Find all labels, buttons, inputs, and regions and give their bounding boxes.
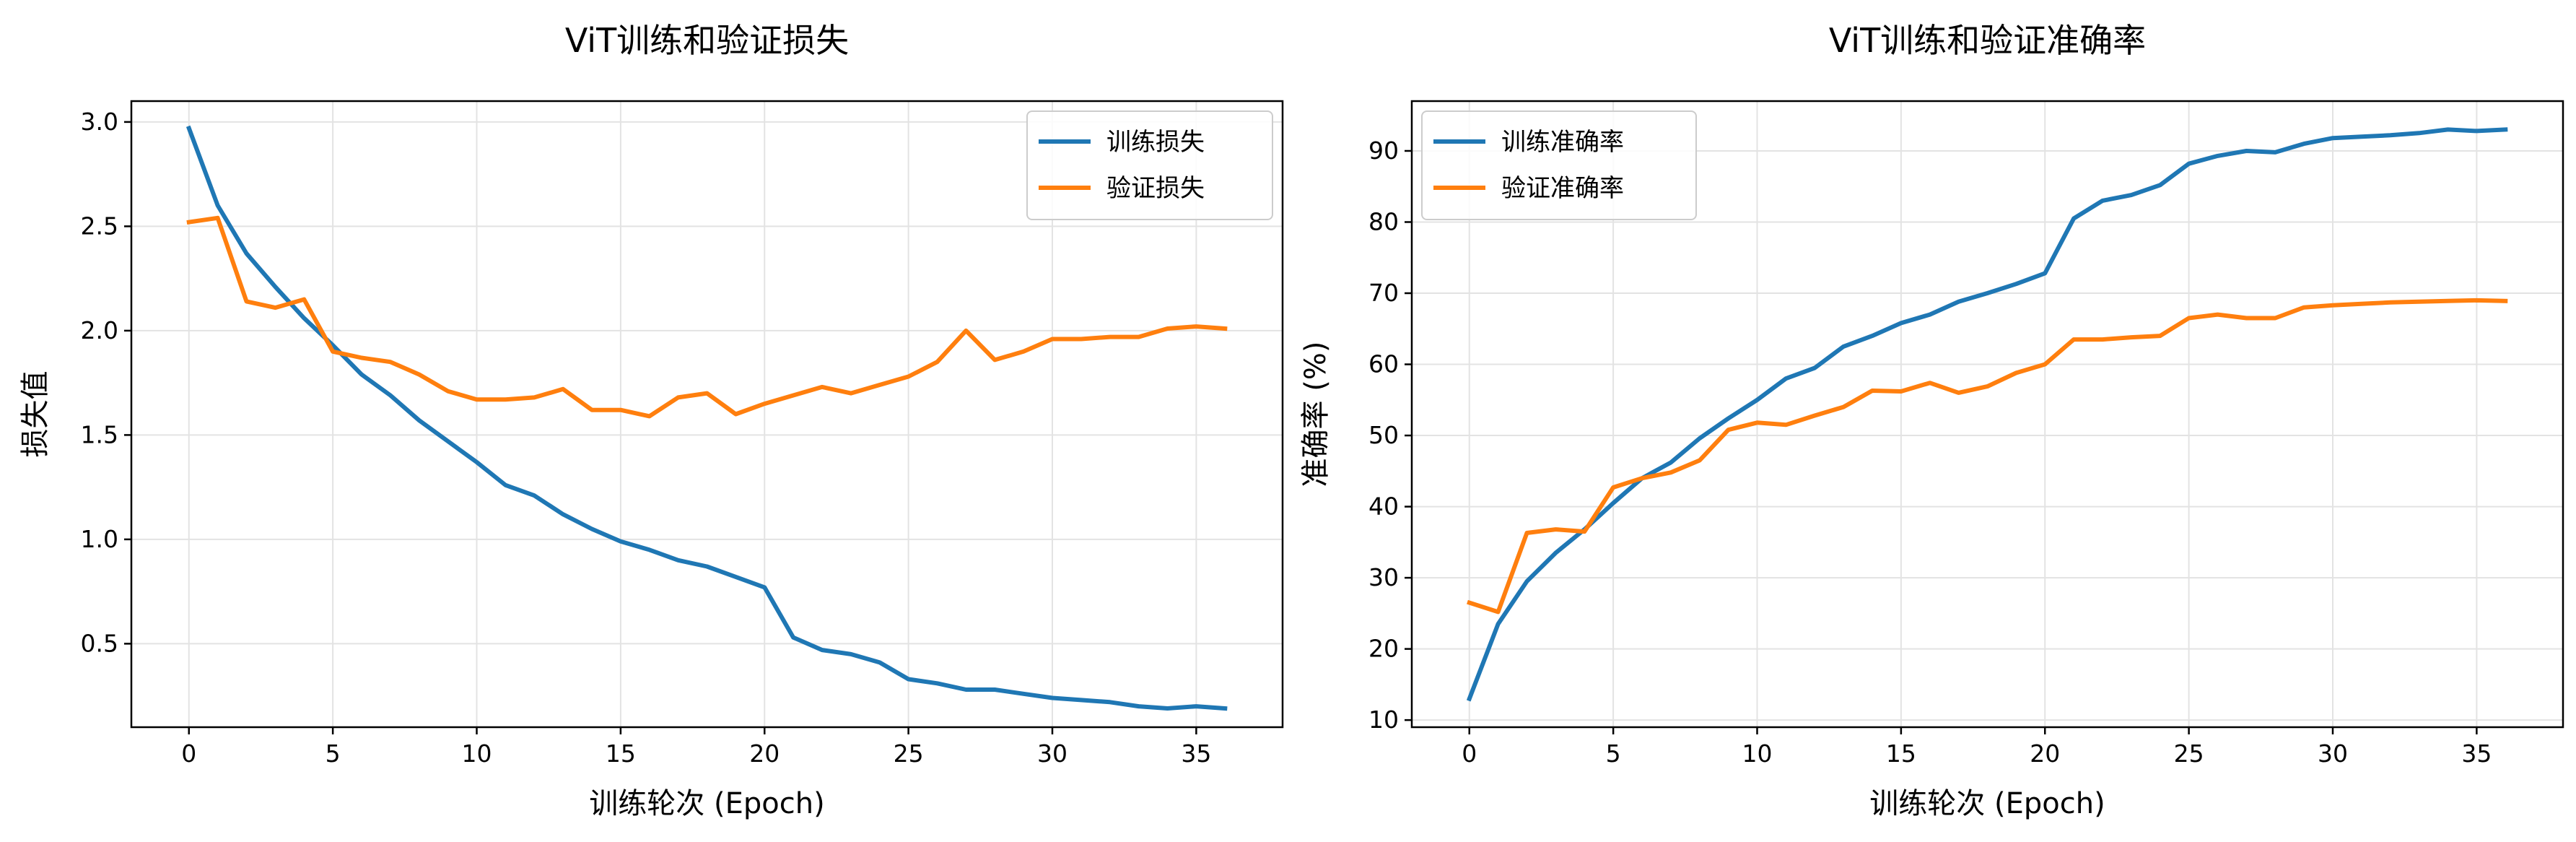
legend-label: 训练准确率 [1501,128,1624,157]
series-line-2 [186,215,1228,419]
x-tick-label: 5 [1606,739,1621,768]
y-tick-label: 30 [1368,563,1399,591]
y-tick-label: 1.5 [81,420,118,448]
x-tick-label: 35 [2461,739,2492,768]
y-tick-label: 70 [1368,279,1399,307]
y-tick-label: 0.5 [81,629,118,657]
chart-1: 0 5 10 15 20 25 30 35 0.5 1.0 1.5 2.0 2.5 3.0 ViT训练和验证… [19,21,1284,820]
y-tick-label: 2.5 [81,212,118,240]
chart-2: 0 5 10 15 20 25 30 35 10 20 30 40 50 60 70 80 90 ViT训练和验证… [1299,21,2564,820]
y-tick-label: 3.0 [81,108,118,136]
legend-label: 训练损失 [1106,128,1205,157]
y-tick-label: 2.0 [81,316,118,344]
y-tick-label: 80 [1368,207,1399,235]
x-tick-label: 5 [326,739,341,768]
y-tick-label: 40 [1368,492,1399,521]
x-tick-label: 15 [606,739,636,768]
x-tick-label: 0 [181,739,196,768]
y-axis-label: 损失值 [19,371,52,458]
chart-title: ViT训练和验证损失 [565,21,849,60]
legend-box [1421,110,1697,220]
x-tick-label: 20 [2030,739,2060,768]
axes-frame [130,100,1284,729]
y-tick-label: 60 [1368,350,1399,378]
legend-label: 验证损失 [1106,174,1205,203]
axes-frame [1410,100,2564,729]
y-tick-label: 1.0 [81,525,118,553]
legend-label: 验证准确率 [1501,174,1624,203]
y-tick-label: 50 [1368,421,1399,449]
x-tick-label: 35 [1181,739,1211,768]
chart-title: ViT训练和验证准确率 [1829,21,2146,60]
y-tick-label: 90 [1368,136,1399,165]
x-tick-label: 30 [2318,739,2348,768]
x-tick-label: 25 [2174,739,2204,768]
legend-box [1026,110,1273,220]
x-tick-label: 10 [1742,739,1773,768]
y-tick-label: 10 [1368,706,1399,734]
x-tick-label: 10 [462,739,492,768]
y-tick-label: 20 [1368,635,1399,663]
x-axis-label: 训练轮次 (Epoch) [589,787,824,820]
x-tick-label: 20 [749,739,780,768]
x-tick-label: 25 [894,739,924,768]
x-tick-label: 30 [1037,739,1067,768]
series-line-2 [1467,298,2508,615]
x-tick-label: 0 [1462,739,1477,768]
y-axis-label: 准确率 (%) [1299,342,1332,487]
x-axis-label: 训练轮次 (Epoch) [1869,787,2105,820]
series-line-1 [185,125,1228,711]
x-tick-label: 15 [1886,739,1916,768]
